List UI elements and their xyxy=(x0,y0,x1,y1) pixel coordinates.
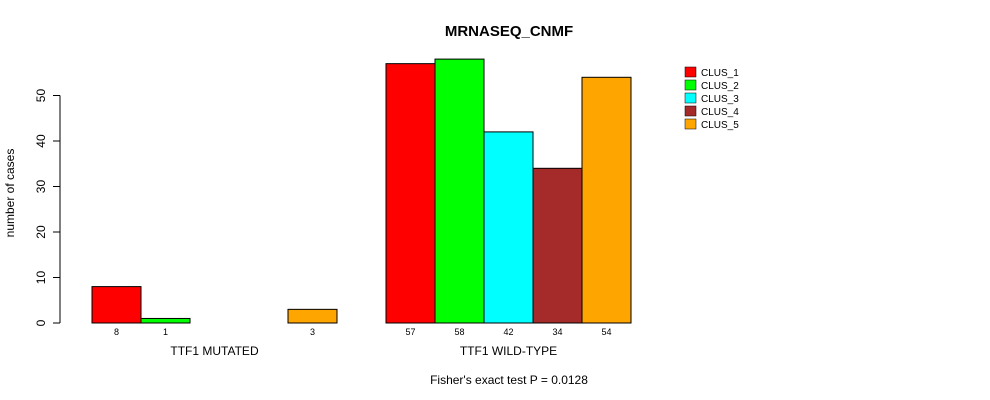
bar-count-label: 1 xyxy=(163,327,168,337)
bar-clus-1-group-1 xyxy=(91,286,142,324)
footnote: Fisher's exact test P = 0.0128 xyxy=(430,373,588,387)
legend-label: CLUS_2 xyxy=(701,81,739,92)
group-label: TTF1 MUTATED xyxy=(170,344,259,358)
bar-count-label: 42 xyxy=(503,327,513,337)
bar-clus-3-group-2 xyxy=(483,131,534,324)
legend-swatch xyxy=(684,118,697,130)
legend-label: CLUS_1 xyxy=(701,68,739,79)
y-tick-label: 50 xyxy=(34,89,48,103)
bar-clus-5-group-1 xyxy=(287,308,338,324)
y-tick-label: 0 xyxy=(34,319,48,326)
y-axis: 0 10 20 30 40 50 xyxy=(34,89,61,326)
bar-count-label: 3 xyxy=(310,327,315,337)
bar-clus-1-group-2 xyxy=(385,63,436,324)
y-tick-label: 10 xyxy=(34,271,48,285)
bar-count-label: 54 xyxy=(601,327,611,337)
group-label: TTF1 WILD-TYPE xyxy=(460,344,557,358)
y-tick-label: 30 xyxy=(34,180,48,194)
bar-clus-5-group-2 xyxy=(581,76,632,324)
bar-count-label: 8 xyxy=(114,327,119,337)
count-labels: 8 1 3 57 58 42 34 54 xyxy=(114,327,612,337)
bar-count-label: 34 xyxy=(552,327,562,337)
bar-clus-2-group-1 xyxy=(140,317,191,324)
legend-swatch xyxy=(684,79,697,91)
bar-count-label: 58 xyxy=(454,327,464,337)
y-tick-label: 20 xyxy=(34,225,48,239)
bar-clus-4-group-2 xyxy=(532,167,583,324)
y-axis-label: number of cases xyxy=(3,149,17,238)
legend-label: CLUS_5 xyxy=(701,120,739,131)
y-tick-label: 40 xyxy=(34,134,48,148)
bar-clus-2-group-2 xyxy=(434,58,485,324)
group-labels: TTF1 MUTATED TTF1 WILD-TYPE xyxy=(170,344,557,358)
legend-label: CLUS_4 xyxy=(701,107,739,118)
bar-count-label: 57 xyxy=(405,327,415,337)
legend-swatch xyxy=(684,92,697,104)
chart-title: MRNASEQ_CNMF xyxy=(445,23,573,40)
legend-swatch xyxy=(684,66,697,78)
legend-swatch xyxy=(684,105,697,117)
legend-label: CLUS_3 xyxy=(701,94,739,105)
legend: CLUS_1 CLUS_2 CLUS_3 CLUS_4 CLUS_5 xyxy=(684,66,739,131)
bars xyxy=(91,58,632,324)
